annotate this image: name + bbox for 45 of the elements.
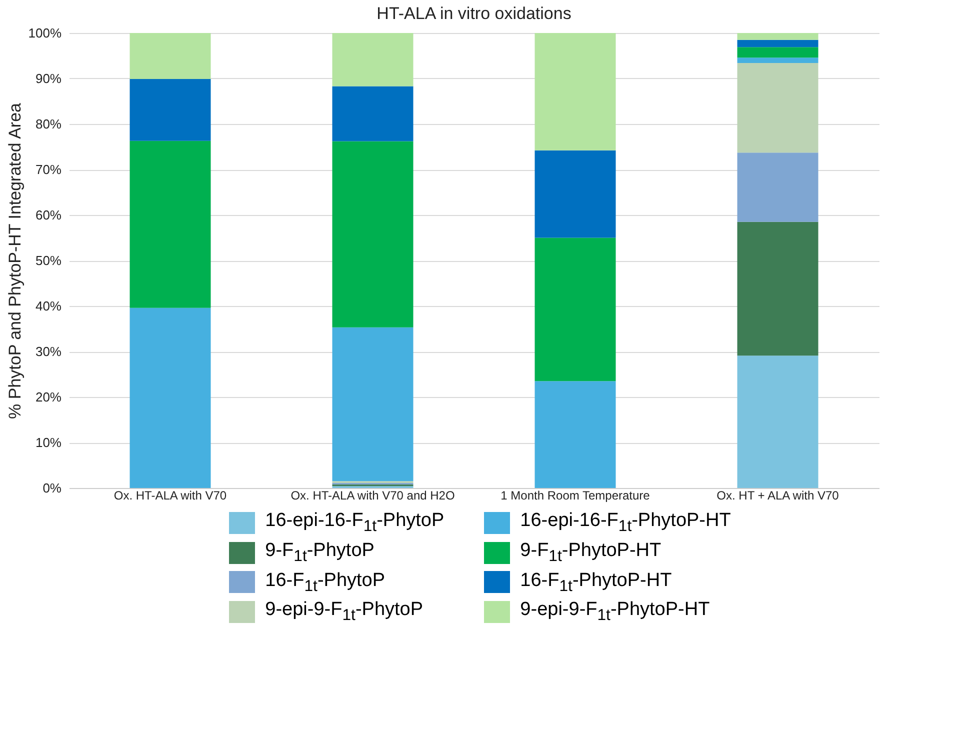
x-tick-label: Ox. HT-ALA with V70 and H2O	[290, 488, 455, 502]
bar	[737, 152, 818, 222]
bar	[737, 40, 818, 48]
bar	[737, 356, 818, 488]
bar	[130, 140, 211, 308]
chart-title: HT-ALA in vitro oxidations	[376, 4, 572, 23]
y-tick-label: 20%	[35, 390, 62, 404]
legend-label: 9-F$_{1t}$-PhytoP-HT	[520, 540, 662, 566]
y-tick-label: 90%	[35, 71, 62, 86]
y-axis-title: % PhytoP and PhytoP-HT Integrated Area	[5, 102, 24, 419]
bar	[737, 222, 818, 356]
y-tick-label: 80%	[35, 116, 62, 132]
bar	[737, 63, 818, 153]
y-tick-label: 40%	[35, 298, 62, 314]
x-tick-label: Ox. HT + ALA with V70	[716, 488, 840, 502]
legend-label: 9-epi-9-F$_{1t}$-PhytoP	[265, 599, 424, 626]
bar	[332, 141, 414, 328]
legend-label: 16-epi-16-F$_{1t}$-PhytoP	[265, 510, 444, 536]
legend-label: 9-epi-9-F$_{1t}$-PhytoP-HT	[520, 599, 710, 626]
bar	[737, 33, 818, 40]
x-tick-label: Ox. HT-ALA with V70	[114, 488, 227, 502]
y-tick-label: 10%	[35, 435, 62, 450]
bar	[130, 78, 211, 141]
legend-label: 16-F$_{1t}$-PhytoP	[265, 570, 386, 596]
bar	[332, 33, 414, 86]
bar	[534, 238, 616, 382]
y-tick-label: 60%	[35, 208, 62, 222]
y-tick-label: 50%	[35, 253, 62, 268]
bar	[130, 308, 211, 488]
bar	[534, 150, 616, 238]
legend-label: 9-F$_{1t}$-PhytoP	[265, 540, 374, 566]
y-tick-label: 30%	[35, 344, 62, 359]
bar	[130, 33, 211, 79]
bar	[737, 47, 818, 58]
x-tick-label: 1 Month Room Temperature	[500, 488, 650, 502]
bar	[534, 33, 616, 150]
y-tick-label: 100%	[28, 26, 62, 40]
bar	[332, 327, 414, 482]
bar	[737, 58, 818, 64]
legend-label: 16-F$_{1t}$-PhytoP-HT	[520, 570, 672, 596]
y-tick-label: 0%	[42, 480, 62, 496]
legend-label: 16-epi-16-F$_{1t}$-PhytoP-HT	[520, 510, 731, 536]
bar	[534, 381, 616, 488]
bar	[332, 86, 414, 142]
y-tick-label: 70%	[35, 162, 62, 177]
